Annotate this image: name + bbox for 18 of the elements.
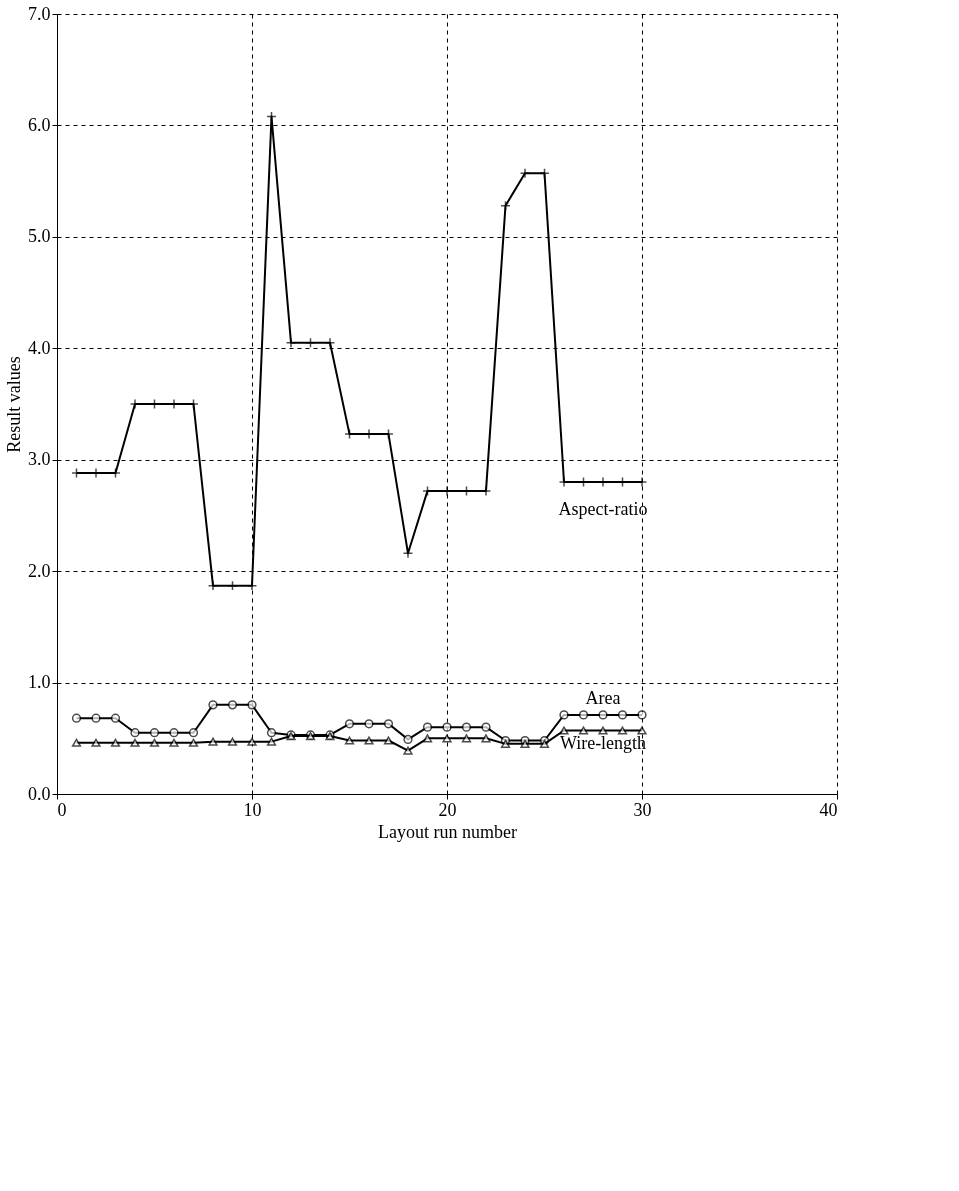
series-label: Area — [585, 687, 621, 708]
series-label: Wire-length — [559, 733, 647, 754]
y-tick-label: 6.0 — [28, 114, 51, 135]
y-axis-title: Result values — [4, 356, 24, 453]
x-tick-label: 10 — [243, 799, 262, 820]
y-tick-label: 1.0 — [28, 672, 51, 693]
x-axis-title: Layout run number — [378, 821, 517, 842]
x-tick-label: 0 — [57, 799, 67, 820]
y-tick-label: 4.0 — [28, 337, 51, 358]
x-tick-label: 20 — [438, 799, 457, 820]
y-tick-label: 5.0 — [28, 226, 51, 247]
x-tick-label: 40 — [819, 799, 838, 820]
x-tick-label: 30 — [633, 799, 652, 820]
series-label: Aspect-ratio — [558, 499, 648, 519]
y-tick-label: 7.0 — [28, 3, 51, 24]
y-tick-label: 2.0 — [28, 560, 51, 581]
y-tick-label: 0.0 — [28, 783, 51, 804]
y-tick-label: 3.0 — [28, 449, 51, 470]
